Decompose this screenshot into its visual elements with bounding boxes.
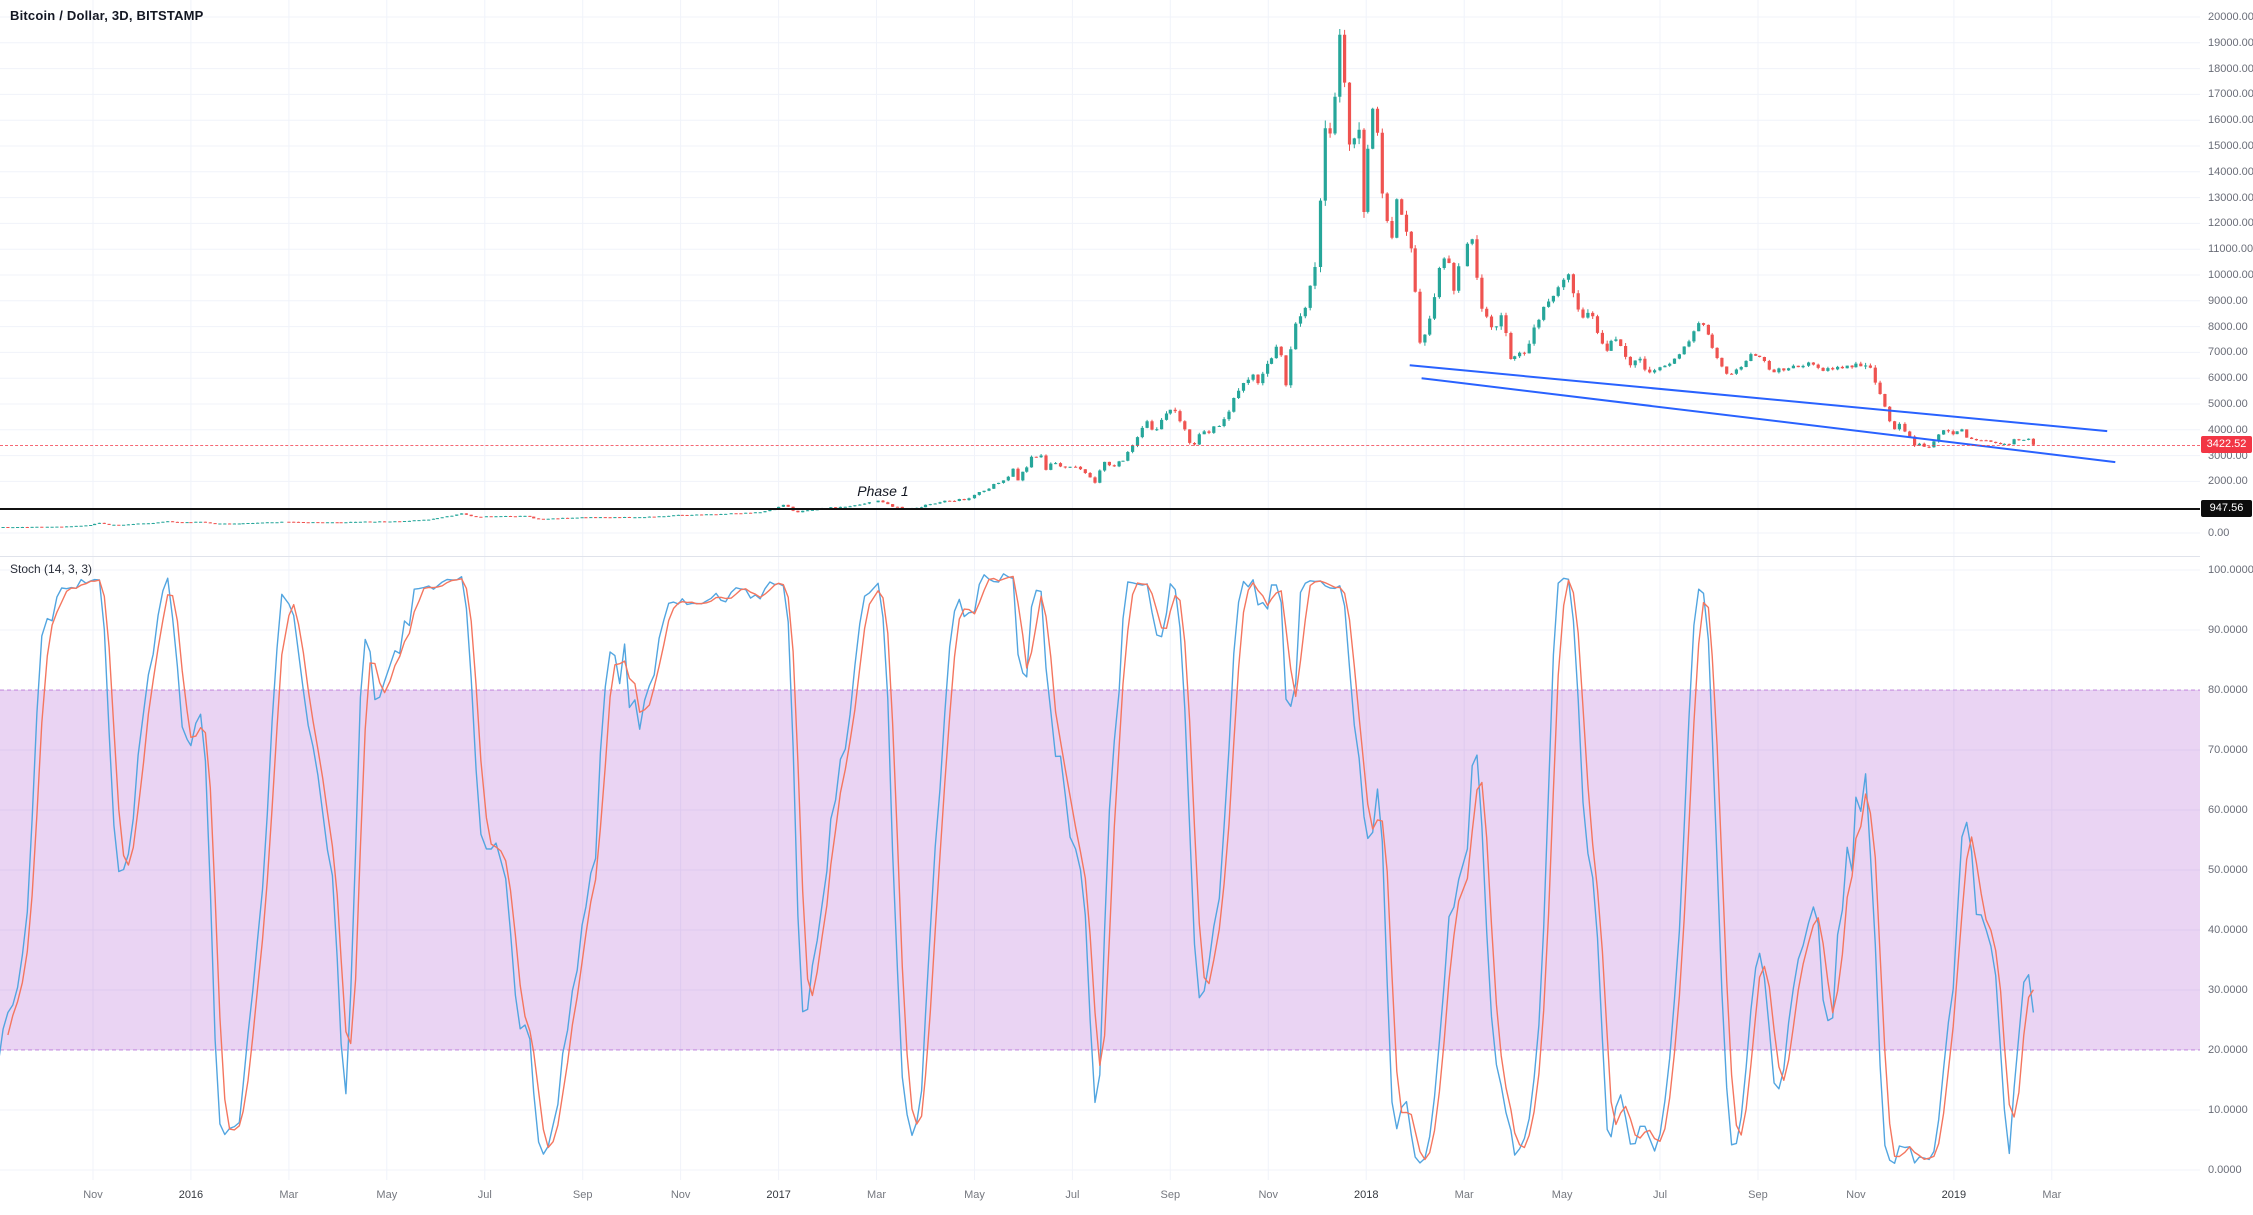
price-tick-label: 9000.00 [2208, 294, 2248, 307]
candles-layer [1, 29, 2035, 529]
price-tick-label: 5000.00 [2208, 398, 2248, 410]
stoch-tick-label: 90.0000 [2208, 624, 2248, 636]
time-tick-label: Jul [477, 1189, 492, 1201]
stoch-d-line [7, 575, 2034, 1161]
trendline-2[interactable] [1421, 377, 2116, 464]
pane-separator[interactable] [0, 556, 2253, 557]
stoch-tick-label: 50.0000 [2208, 864, 2248, 876]
price-tick-label: 6000.00 [2208, 372, 2248, 385]
stoch-tick-label: 10.0000 [2208, 1104, 2248, 1116]
price-tick-label: 18000.00 [2208, 62, 2253, 75]
stoch-tick-label: 60.0000 [2208, 804, 2248, 816]
price-tick-label: 17000.00 [2208, 88, 2253, 101]
price-tick-label: 15000.00 [2208, 140, 2253, 152]
time-tick-label: May [1551, 1189, 1573, 1201]
time-tick-label: Sep [1160, 1189, 1181, 1201]
price-tick-label: 10000.00 [2208, 269, 2253, 281]
symbol-title[interactable]: Bitcoin / Dollar, 3D, BITSTAMP [10, 8, 204, 23]
time-tick-label: Nov [1846, 1189, 1866, 1201]
phase-annotation[interactable]: Phase 1 [857, 482, 909, 499]
price-tick-label: 12000.00 [2208, 217, 2253, 230]
time-tick-label: 2019 [1941, 1189, 1967, 1201]
time-tick-label: Mar [279, 1189, 299, 1201]
phase-level-line[interactable] [0, 507, 2200, 510]
time-tick-label: May [376, 1189, 398, 1201]
stoch-tick-label: 20.0000 [2208, 1044, 2248, 1056]
trendline-1[interactable] [1409, 364, 2108, 433]
price-tick-label: 8000.00 [2208, 320, 2248, 333]
time-tick-label: Mar [867, 1189, 886, 1201]
stoch-tick-label: 100.0000 [2208, 564, 2253, 576]
stoch-tick-label: 80.0000 [2208, 684, 2248, 696]
price-tick-label: 20000.00 [2208, 11, 2253, 23]
time-tick-label: Sep [1748, 1189, 1768, 1201]
last-price-line [0, 444, 2200, 446]
price-tick-label: 0.00 [2208, 527, 2230, 539]
time-tick-label: Nov [670, 1189, 691, 1201]
time-tick-label: 2016 [178, 1189, 204, 1201]
price-tick-label: 7000.00 [2208, 346, 2248, 359]
time-tick-label: 2017 [766, 1189, 791, 1201]
stoch-tick-label: 0.0000 [2208, 1164, 2242, 1176]
price-tick-label: 19000.00 [2208, 36, 2253, 49]
level-price-badge: 947.56 [2201, 500, 2252, 518]
stoch-indicator-label[interactable]: Stoch (14, 3, 3) [10, 562, 93, 576]
stoch-k-line [0, 573, 2035, 1164]
stoch-band [0, 690, 2200, 1050]
time-tick-label: 2018 [1353, 1189, 1379, 1201]
time-scale[interactable]: Nov 2016 Mar May Jul Sep Nov 2017 Mar May Jul Sep No… [0, 1181, 2253, 1215]
price-scale[interactable]: 20000.00 19000.00 18000.00 17000.00 16000.00… [2200, 0, 2253, 1181]
time-tick-label: Jul [1653, 1189, 1668, 1201]
time-tick-label: Sep [572, 1189, 593, 1201]
time-tick-label: Mar [1454, 1189, 1474, 1201]
price-tick-label: 14000.00 [2208, 165, 2253, 178]
price-tick-label: 13000.00 [2208, 191, 2253, 204]
time-tick-label: May [964, 1189, 985, 1201]
time-tick-label: Nov [83, 1189, 103, 1201]
stoch-tick-label: 70.0000 [2208, 744, 2248, 756]
stoch-tick-label: 40.0000 [2208, 924, 2248, 936]
price-tick-label: 16000.00 [2208, 114, 2253, 127]
time-tick-label: Jul [1065, 1189, 1080, 1201]
price-tick-label: 11000.00 [2208, 243, 2253, 256]
price-tick-label: 4000.00 [2208, 423, 2248, 436]
last-price-badge: 3422.52 [2201, 436, 2252, 454]
time-tick-label: Mar [2042, 1189, 2062, 1201]
stoch-pane[interactable] [0, 556, 2200, 1181]
stoch-tick-label: 30.0000 [2208, 984, 2248, 996]
time-tick-label: Nov [1258, 1189, 1279, 1201]
price-tick-label: 2000.00 [2208, 475, 2248, 488]
price-pane[interactable] [0, 0, 2200, 556]
